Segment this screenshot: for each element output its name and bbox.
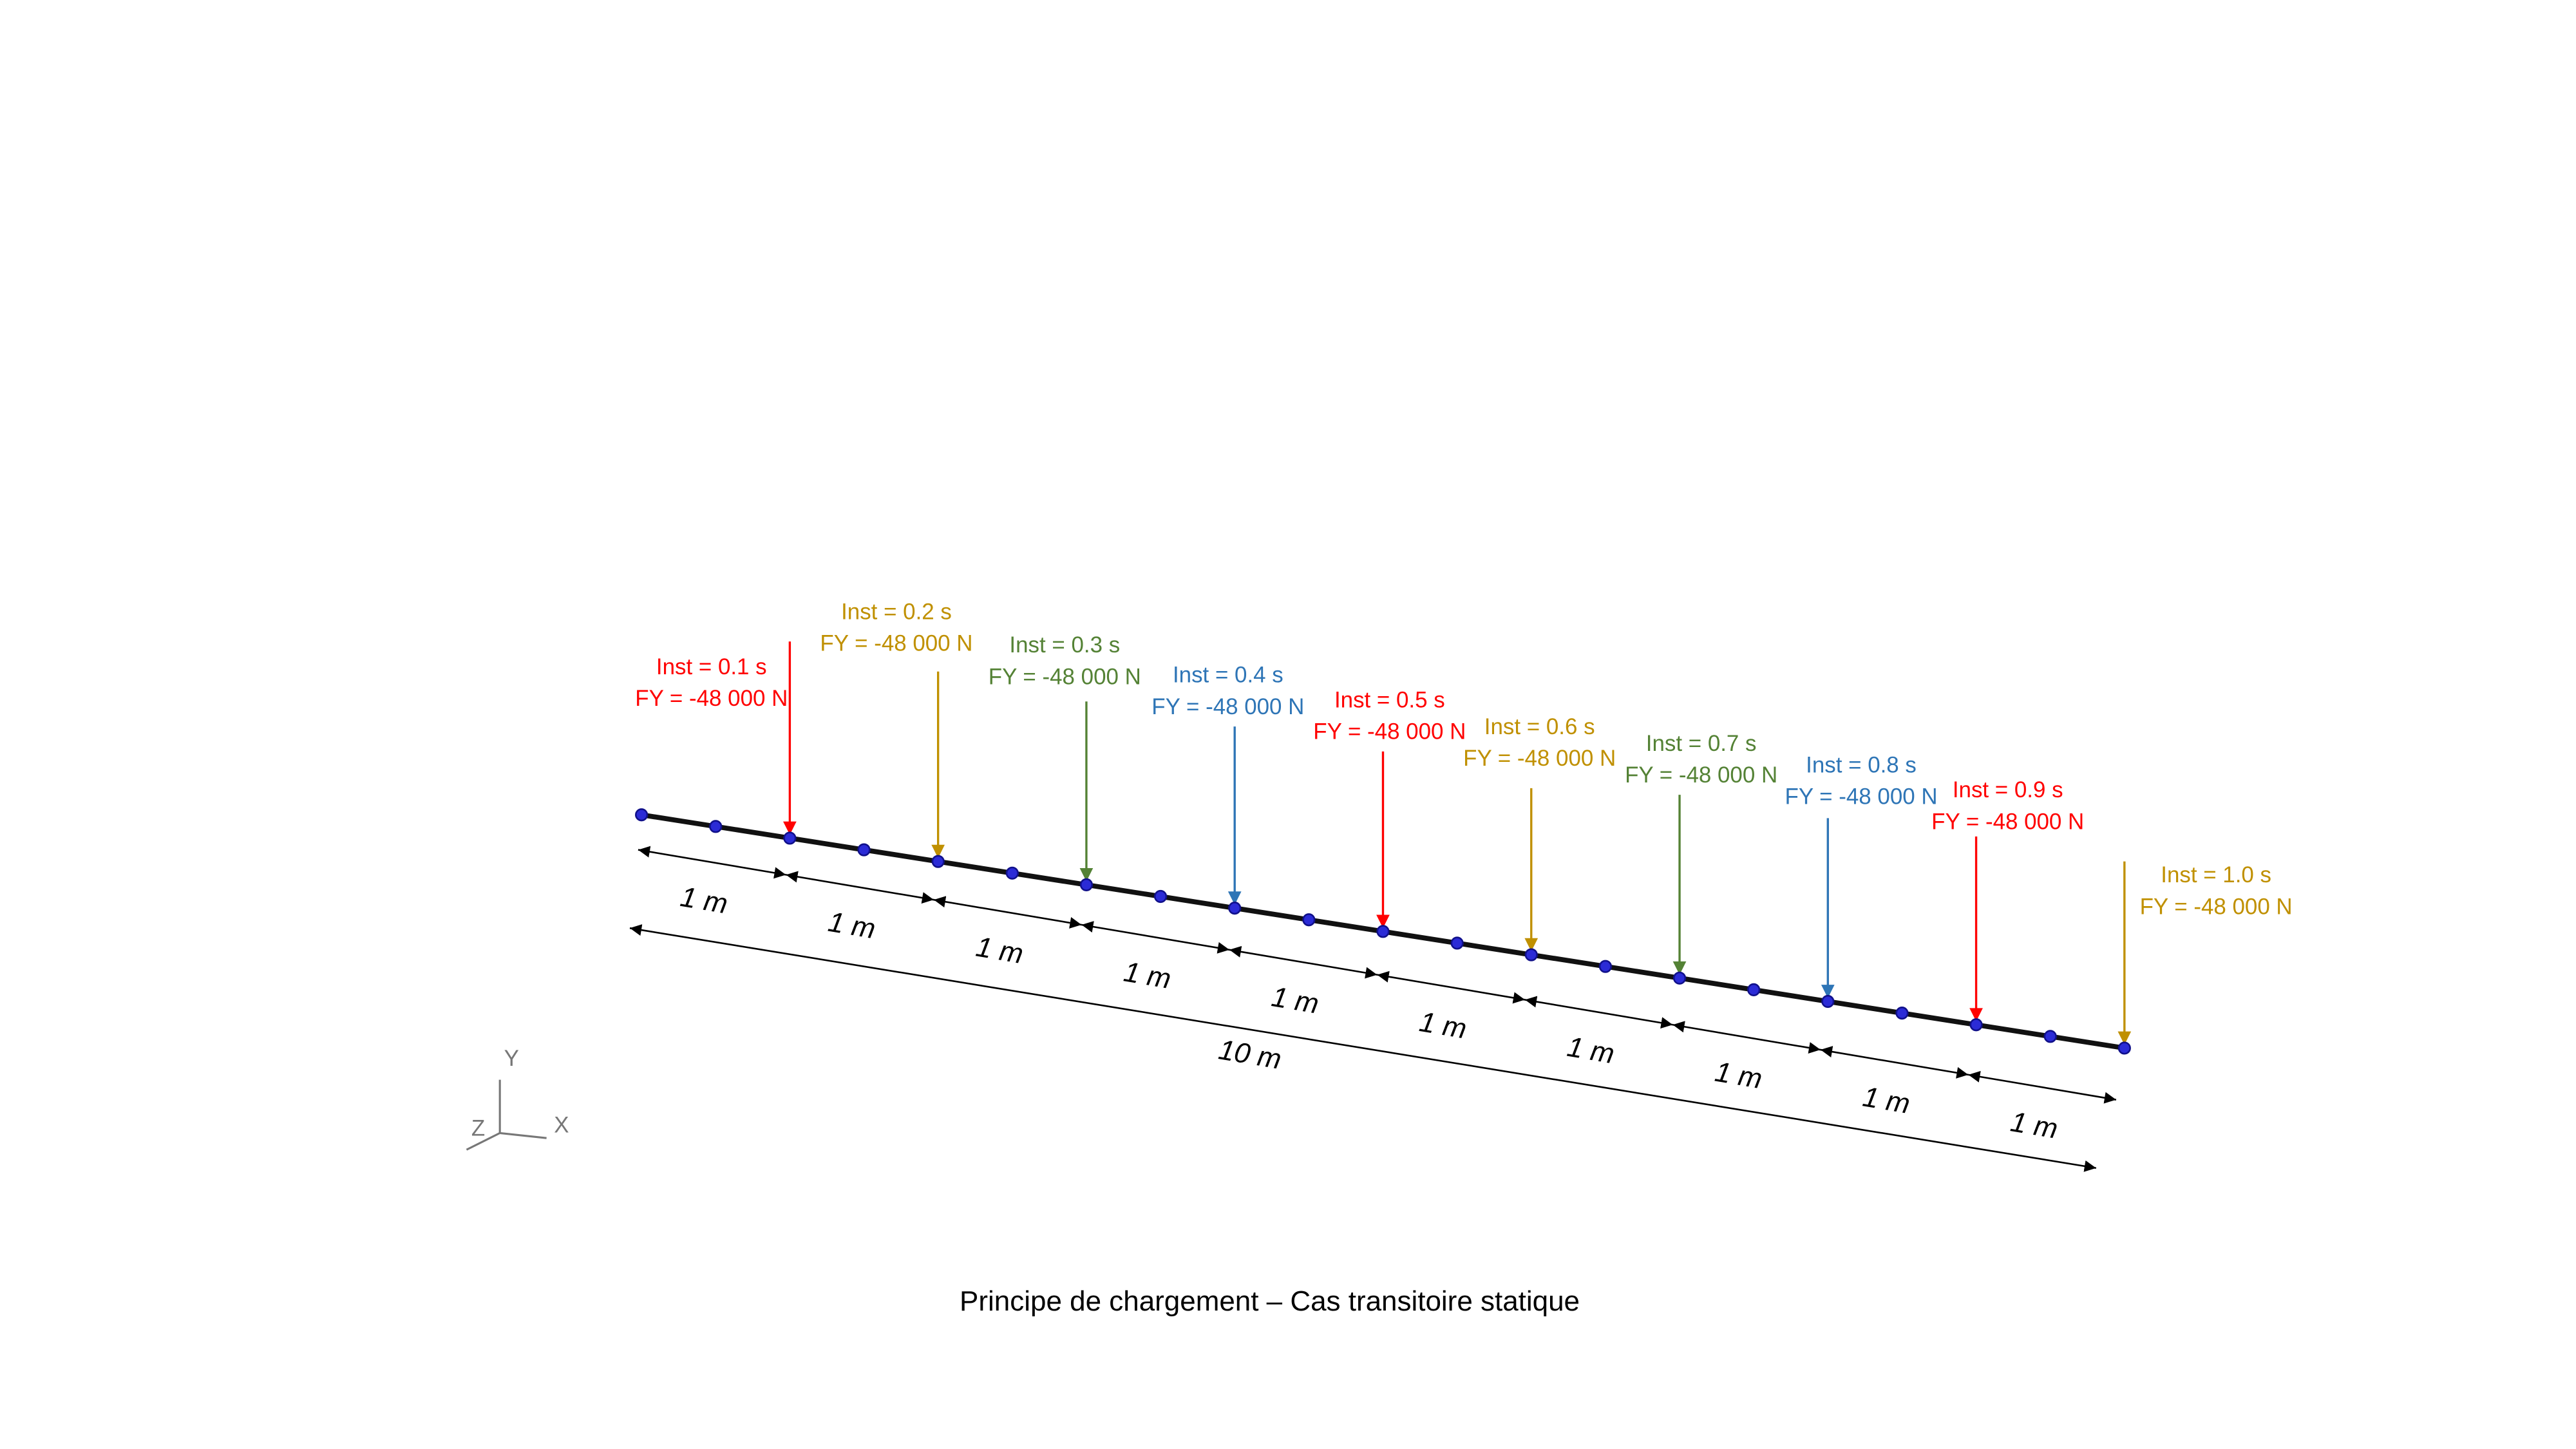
arrow-head [1227,891,1242,905]
load-force: FY = -48 000 N [2140,894,2293,919]
load-force: FY = -48 000 N [1463,746,1616,771]
arrow-head [1079,868,1094,882]
dimension-label: 1 m [1269,981,1321,1020]
load-force: FY = -48 000 N [1313,719,1466,744]
load-inst: Inst = 0.2 s [841,599,952,624]
dimension-label: 1 m [1565,1031,1616,1070]
load-inst: Inst = 0.7 s [1646,731,1757,756]
load-inst: Inst = 0.5 s [1334,688,1445,713]
dimension-line [1968,1070,2117,1104]
node [931,855,945,868]
dimension-line [1820,1046,1969,1079]
dimension-line [1229,945,1378,979]
arrow-head [1376,914,1390,929]
node [1821,994,1835,1009]
caption: Principe de chargement – Cas transitoire… [960,1285,1580,1317]
node [709,820,723,833]
dimension-label: 1 m [1417,1006,1468,1045]
load-inst: Inst = 0.6 s [1484,714,1595,739]
node [2117,1041,2131,1055]
arrow-head [783,821,797,835]
node [1895,1007,1909,1020]
dimension-label: 1 m [2008,1106,2060,1145]
load-force: FY = -48 000 N [820,631,972,656]
dimension-line [1524,996,1673,1029]
load-force: FY = -48 000 N [1151,694,1304,719]
node [1228,902,1242,915]
dimension-label: 1 m [974,931,1025,971]
node [1153,889,1168,904]
load-force: FY = -48 000 N [989,664,1141,689]
load-force: FY = -48 000 N [1931,809,2084,834]
axis-z: Z [471,1115,485,1141]
load-inst: Inst = 0.9 s [1953,777,2063,802]
load-inst: Inst = 1.0 s [2161,862,2271,887]
node [1969,1018,1983,1032]
dimension-line [1081,921,1230,954]
arrow-head [2117,1031,2132,1045]
arrow-head [931,844,945,858]
dimension-label: 1 m [1861,1081,1912,1120]
dimension-label: 1 m [1122,956,1173,995]
dimension-line [638,846,786,879]
dimension-label: 1 m [1712,1056,1764,1095]
node [1302,913,1316,927]
dimension-line [1672,1021,1821,1054]
node [1598,960,1612,973]
load-force: FY = -48 000 N [635,686,788,711]
total-dimension-line [629,924,2097,1172]
axis-x: X [554,1112,569,1137]
node [1376,925,1390,938]
load-force: FY = -48 000 N [1785,784,1938,810]
node [1524,948,1538,961]
load-force: FY = -48 000 N [1625,762,1777,788]
load-inst: Inst = 0.3 s [1009,632,1120,658]
axis-y: Y [504,1046,519,1071]
total-dimension-label: 10 m [1217,1034,1284,1075]
dimension-label: 1 m [678,881,730,920]
node [783,831,797,845]
node [1747,983,1761,996]
node [857,843,871,857]
dimension-line [1377,971,1526,1004]
dimension-label: 1 m [826,906,878,945]
node [2043,1030,2057,1043]
node [1672,971,1687,985]
load-inst: Inst = 0.1 s [656,654,767,679]
node [1005,866,1019,880]
node [1450,936,1464,950]
load-inst: Inst = 0.4 s [1173,663,1283,688]
dimension-line [786,871,934,904]
node [635,808,649,822]
dimension-line [933,896,1082,929]
load-inst: Inst = 0.8 s [1806,752,1917,777]
node [1079,878,1094,891]
axis-triad [466,1079,547,1151]
